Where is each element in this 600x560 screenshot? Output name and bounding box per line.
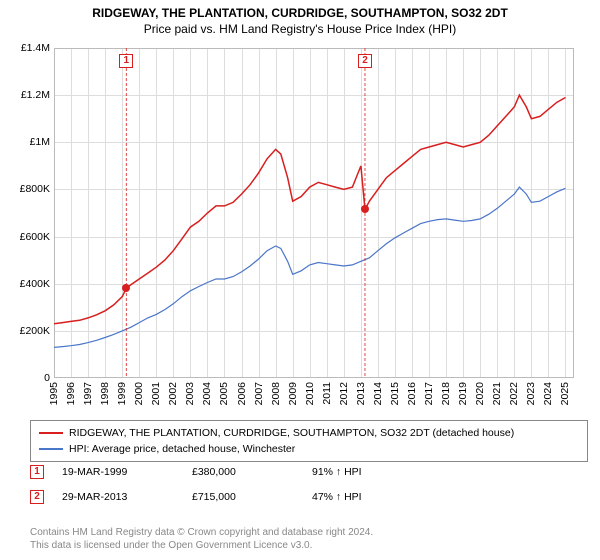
x-tick-label: 2001 bbox=[150, 382, 162, 405]
x-tick-label: 2012 bbox=[338, 382, 350, 405]
y-tick-label: £400K bbox=[6, 278, 50, 290]
x-tick-label: 2025 bbox=[559, 382, 571, 405]
x-tick-label: 1999 bbox=[116, 382, 128, 405]
sale-point-1 bbox=[122, 284, 130, 292]
sale-pct-1: 47% ↑ HPI bbox=[312, 491, 432, 503]
legend-row-1: HPI: Average price, detached house, Winc… bbox=[39, 441, 579, 457]
legend-row-0: RIDGEWAY, THE PLANTATION, CURDRIDGE, SOU… bbox=[39, 425, 579, 441]
x-tick-label: 2004 bbox=[201, 382, 213, 405]
y-tick-label: 0 bbox=[6, 372, 50, 384]
title-block: RIDGEWAY, THE PLANTATION, CURDRIDGE, SOU… bbox=[0, 0, 600, 38]
x-tick-label: 2017 bbox=[423, 382, 435, 405]
y-tick-label: £800K bbox=[6, 183, 50, 195]
chart-container: RIDGEWAY, THE PLANTATION, CURDRIDGE, SOU… bbox=[0, 0, 600, 560]
x-tick-label: 2016 bbox=[406, 382, 418, 405]
sale-price-1: £715,000 bbox=[192, 491, 312, 503]
footer-line-1: Contains HM Land Registry data © Crown c… bbox=[30, 526, 588, 539]
x-tick-label: 1996 bbox=[65, 382, 77, 405]
x-tick-label: 2014 bbox=[372, 382, 384, 405]
x-tick-label: 1998 bbox=[99, 382, 111, 405]
y-tick-label: £600K bbox=[6, 231, 50, 243]
x-tick-label: 2015 bbox=[389, 382, 401, 405]
sale-date-0: 19-MAR-1999 bbox=[62, 466, 192, 478]
y-tick-label: £1.2M bbox=[6, 89, 50, 101]
x-tick-label: 2002 bbox=[167, 382, 179, 405]
footer-line-2: This data is licensed under the Open Gov… bbox=[30, 539, 588, 552]
legend-swatch-0 bbox=[39, 432, 63, 434]
x-tick-label: 1995 bbox=[48, 382, 60, 405]
x-tick-label: 2010 bbox=[304, 382, 316, 405]
footer: Contains HM Land Registry data © Crown c… bbox=[30, 526, 588, 552]
x-tick-label: 2003 bbox=[184, 382, 196, 405]
sale-marker-1: 2 bbox=[30, 490, 44, 504]
x-tick-label: 2007 bbox=[253, 382, 265, 405]
legend: RIDGEWAY, THE PLANTATION, CURDRIDGE, SOU… bbox=[30, 420, 588, 462]
x-tick-label: 2011 bbox=[321, 382, 333, 405]
x-tick-label: 2006 bbox=[236, 382, 248, 405]
title-main: RIDGEWAY, THE PLANTATION, CURDRIDGE, SOU… bbox=[10, 6, 590, 20]
x-tick-label: 2008 bbox=[270, 382, 282, 405]
x-tick-label: 1997 bbox=[82, 382, 94, 405]
y-tick-label: £200K bbox=[6, 325, 50, 337]
sale-price-0: £380,000 bbox=[192, 466, 312, 478]
legend-label-0: RIDGEWAY, THE PLANTATION, CURDRIDGE, SOU… bbox=[69, 427, 514, 439]
series-line-0 bbox=[54, 95, 566, 324]
sale-marker-box-1: 1 bbox=[119, 54, 133, 68]
x-tick-label: 2024 bbox=[542, 382, 554, 405]
sale-marker-0: 1 bbox=[30, 465, 44, 479]
sale-marker-box-2: 2 bbox=[358, 54, 372, 68]
sale-pct-0: 91% ↑ HPI bbox=[312, 466, 432, 478]
x-tick-label: 2005 bbox=[218, 382, 230, 405]
x-tick-label: 2013 bbox=[355, 382, 367, 405]
x-tick-label: 2022 bbox=[508, 382, 520, 405]
x-tick-label: 2020 bbox=[474, 382, 486, 405]
x-tick-label: 2023 bbox=[525, 382, 537, 405]
sale-row-1: 2 29-MAR-2013 £715,000 47% ↑ HPI bbox=[30, 490, 588, 504]
x-tick-label: 2009 bbox=[287, 382, 299, 405]
x-tick-label: 2018 bbox=[440, 382, 452, 405]
y-tick-label: £1M bbox=[6, 136, 50, 148]
legend-swatch-1 bbox=[39, 448, 63, 450]
x-tick-label: 2019 bbox=[457, 382, 469, 405]
title-sub: Price paid vs. HM Land Registry's House … bbox=[10, 22, 590, 36]
sale-date-1: 29-MAR-2013 bbox=[62, 491, 192, 503]
series-line-1 bbox=[54, 187, 566, 347]
x-tick-label: 2021 bbox=[491, 382, 503, 405]
plot-svg bbox=[54, 48, 574, 378]
sale-row-0: 1 19-MAR-1999 £380,000 91% ↑ HPI bbox=[30, 465, 588, 479]
y-tick-label: £1.4M bbox=[6, 42, 50, 54]
legend-label-1: HPI: Average price, detached house, Winc… bbox=[69, 443, 295, 455]
x-tick-label: 2000 bbox=[133, 382, 145, 405]
sale-point-2 bbox=[361, 205, 369, 213]
